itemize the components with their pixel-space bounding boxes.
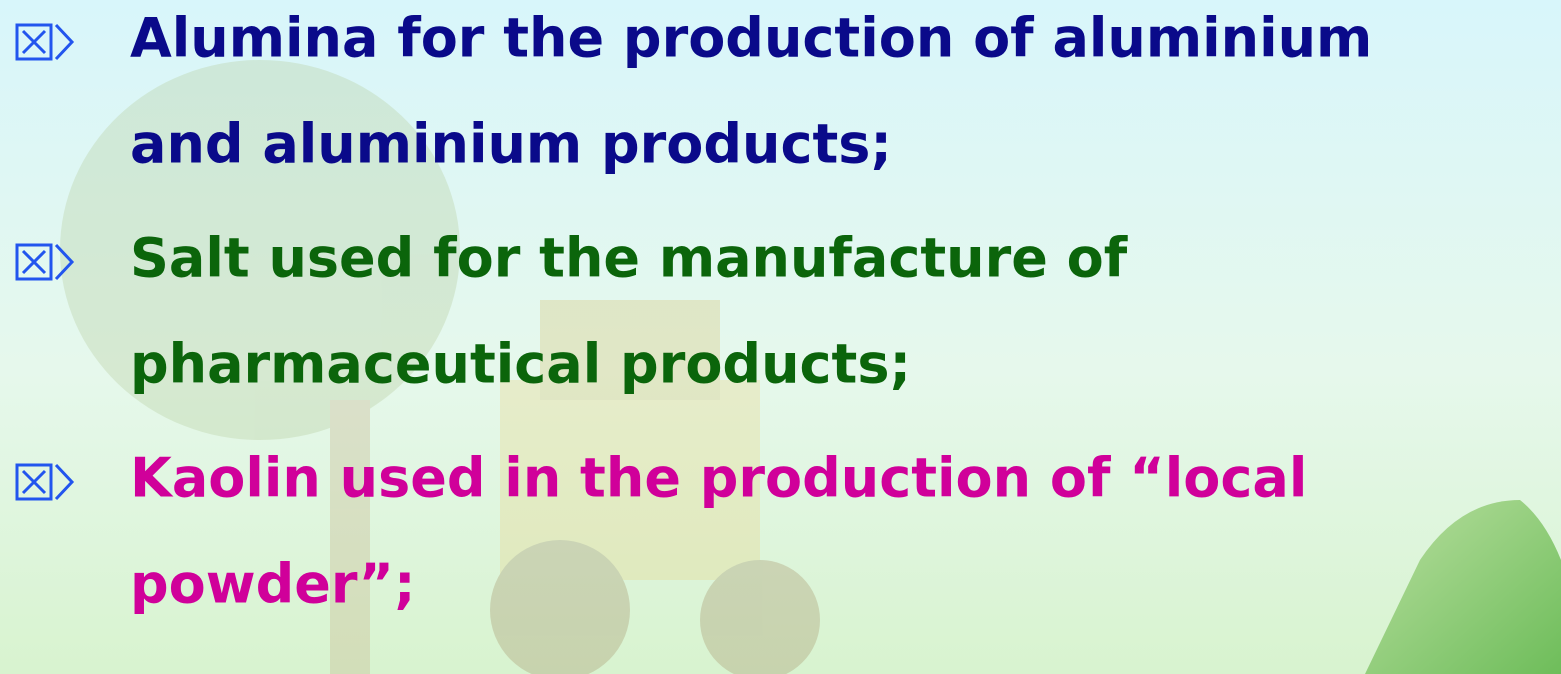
item-line: and aluminium products;: [130, 113, 892, 176]
item-line: pharmaceutical products;: [130, 333, 911, 396]
background-art: [60, 60, 820, 674]
bullet-icon: [15, 23, 75, 61]
icon-box: [15, 23, 53, 61]
item-line: Alumina for the production of aluminium: [130, 7, 1372, 70]
icon-x: [21, 469, 47, 495]
icon-box: [15, 243, 53, 281]
icon-chevron: [54, 23, 75, 61]
item-line: powder”;: [130, 553, 416, 616]
hill: [1365, 500, 1561, 674]
item-line: Kaolin used in the production of “local: [130, 447, 1307, 510]
bullet-icon: [15, 243, 75, 281]
bullet-list: Alumina for the production of aluminium a…: [15, 7, 1372, 616]
icon-box: [15, 463, 53, 501]
item-line: Salt used for the manufacture of: [130, 227, 1128, 290]
bullet-icon: [15, 463, 75, 501]
icon-chevron: [54, 463, 75, 501]
icon-x: [21, 29, 47, 55]
icon-chevron: [54, 243, 75, 281]
icon-x: [21, 249, 47, 275]
